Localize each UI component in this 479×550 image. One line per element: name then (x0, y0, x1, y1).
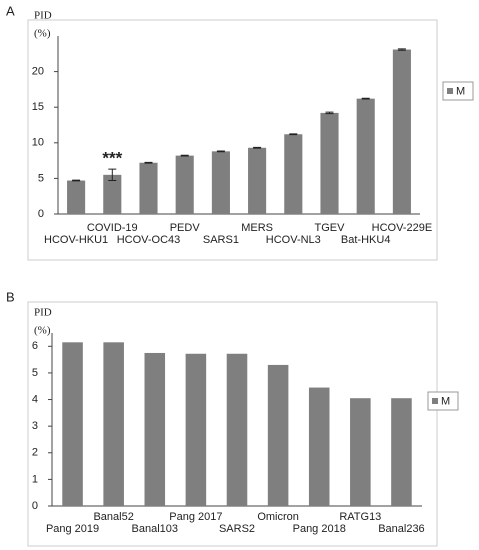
y-tick-label: 20 (32, 66, 44, 78)
bar (267, 364, 289, 506)
x-tick-label: Banal236 (378, 523, 425, 535)
y-tick-label: 2 (32, 447, 38, 459)
chart-frame (27, 301, 438, 547)
y-axis-label: PID (34, 307, 52, 319)
x-tick-label: Banal52 (93, 511, 133, 523)
y-tick-label: 0 (32, 500, 38, 512)
error-bar (397, 48, 406, 51)
y-tick-label: 5 (32, 367, 38, 379)
bar (211, 151, 230, 214)
x-tick-label: SARS1 (203, 234, 239, 246)
error-bar (289, 133, 298, 136)
x-tick-label: RATG13 (339, 511, 381, 523)
bar (320, 112, 339, 214)
y-tick-label: 3 (32, 420, 38, 432)
error-bar (108, 168, 117, 182)
bar (103, 342, 124, 506)
y-axis-label: (%) (34, 325, 51, 337)
x-tick-label: SARS2 (219, 523, 255, 535)
error-bar (361, 97, 370, 100)
error-bar (216, 150, 225, 153)
bar (226, 353, 248, 506)
error-bar (144, 161, 153, 164)
y-axis-label: PID (34, 10, 52, 22)
panel-label: B (6, 289, 15, 304)
legend-box (442, 81, 474, 101)
x-tick-label: Pang 2017 (169, 511, 222, 523)
bar (175, 155, 194, 214)
bar (139, 162, 158, 214)
legend-box (427, 391, 459, 411)
legend-swatch (432, 398, 438, 404)
bar (103, 174, 122, 214)
y-axis-label: (%) (34, 28, 51, 40)
error-bar (72, 179, 81, 182)
legend-swatch (447, 88, 453, 94)
x-tick-label: HCOV-OC43 (117, 234, 181, 246)
bar (308, 387, 330, 506)
x-tick-label: MERS (241, 222, 273, 234)
y-tick-label: 6 (32, 340, 38, 352)
bar (391, 398, 412, 506)
x-tick-label: Banal103 (132, 523, 179, 535)
bar (62, 342, 83, 506)
error-bar (180, 154, 189, 157)
x-tick-label: HCOV-NL3 (266, 234, 321, 246)
bar (392, 49, 411, 214)
error-bar (325, 111, 334, 115)
legend-label: M (441, 395, 450, 407)
x-tick-label: Bat-HKU4 (341, 234, 391, 246)
chart: A PID (%) 0 5 10 15 20 HCOV-HKU1COVID-19HCOV-OC4… (6, 3, 474, 261)
bar (284, 134, 303, 214)
y-tick-label: 0 (38, 208, 44, 220)
chart-frame (27, 19, 438, 261)
x-tick-label: COVID-19 (87, 222, 138, 234)
bar (67, 180, 86, 214)
x-tick-label: TGEV (315, 222, 346, 234)
x-tick-label: HCOV-229E (372, 222, 433, 234)
y-tick-label: 4 (32, 393, 38, 405)
panel-label: A (6, 3, 15, 18)
legend-label: M (456, 85, 465, 97)
y-tick-label: 10 (32, 137, 44, 149)
y-tick-label: 15 (32, 101, 44, 113)
bar (248, 147, 267, 214)
x-tick-label: Pang 2018 (293, 523, 346, 535)
y-tick-label: 5 (38, 172, 44, 184)
error-bar (253, 146, 262, 149)
x-tick-label: PEDV (170, 222, 201, 234)
annotation: *** (102, 149, 122, 168)
x-tick-label: Pang 2019 (46, 523, 99, 535)
bar (350, 398, 371, 506)
bar (356, 98, 375, 214)
y-tick-label: 1 (32, 473, 38, 485)
bar (185, 353, 207, 506)
x-tick-label: Omicron (257, 511, 299, 523)
bar (144, 352, 166, 506)
x-tick-label: HCOV-HKU1 (44, 234, 108, 246)
